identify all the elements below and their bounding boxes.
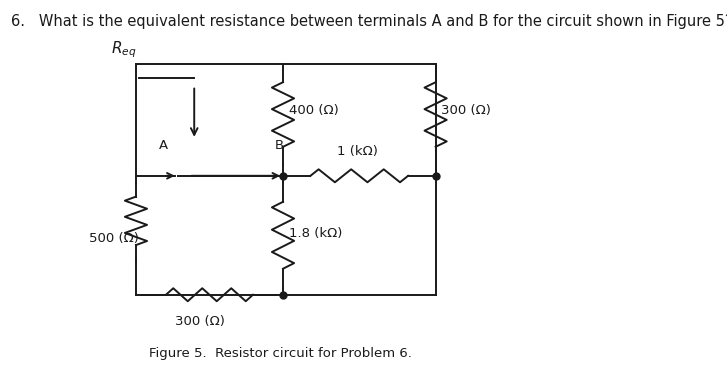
- Text: 500 (Ω): 500 (Ω): [89, 232, 139, 245]
- Text: $R_{eq}$: $R_{eq}$: [111, 40, 137, 60]
- Text: 1 (kΩ): 1 (kΩ): [337, 145, 378, 158]
- Text: 1.8 (kΩ): 1.8 (kΩ): [289, 227, 342, 240]
- Text: B: B: [275, 139, 284, 152]
- Text: 400 (Ω): 400 (Ω): [289, 104, 338, 117]
- Text: 6.   What is the equivalent resistance between terminals A and B for the circuit: 6. What is the equivalent resistance bet…: [11, 14, 727, 29]
- Text: A: A: [159, 139, 168, 152]
- Text: 300 (Ω): 300 (Ω): [441, 104, 491, 117]
- Text: Figure 5.  Resistor circuit for Problem 6.: Figure 5. Resistor circuit for Problem 6…: [149, 347, 411, 360]
- Text: 300 (Ω): 300 (Ω): [174, 314, 225, 328]
